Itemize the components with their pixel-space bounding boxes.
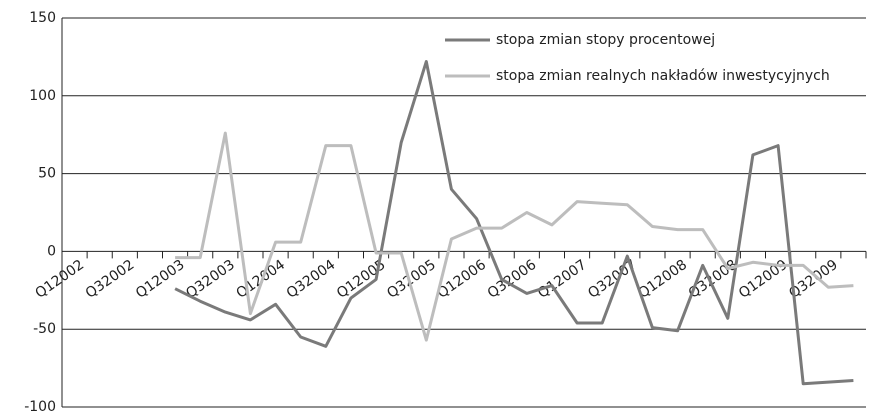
x-tick-label: Q12004 xyxy=(233,257,288,302)
x-tick-label: Q32005 xyxy=(384,257,439,302)
x-tick-label: Q32006 xyxy=(485,257,540,302)
x-tick-label: Q12003 xyxy=(133,257,188,302)
y-tick-label: -50 xyxy=(33,321,56,337)
y-tick-label: 50 xyxy=(38,166,56,182)
series-line xyxy=(175,131,854,342)
y-tick-label: 150 xyxy=(29,10,56,26)
legend-label: stopa zmian realnych nakładów inwestycyj… xyxy=(496,68,830,84)
legend-label: stopa zmian stopy procentowej xyxy=(496,32,715,48)
y-tick-label: 100 xyxy=(29,88,56,104)
y-tick-label: 0 xyxy=(47,243,56,259)
x-tick-label: Q32003 xyxy=(183,257,238,302)
x-tick-label: Q32004 xyxy=(284,257,339,302)
y-tick-label: -100 xyxy=(24,399,56,413)
x-tick-label: Q12008 xyxy=(635,257,690,302)
x-tick-label: Q32002 xyxy=(83,257,138,302)
x-tick-label: Q12007 xyxy=(535,257,590,302)
x-tick-label: Q12002 xyxy=(32,257,87,302)
series-line xyxy=(174,60,854,386)
